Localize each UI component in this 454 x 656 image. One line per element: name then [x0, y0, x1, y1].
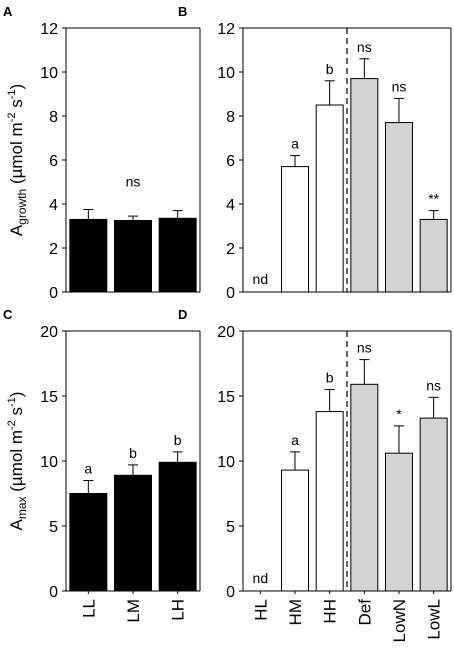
panel-d-significance-label: nd — [253, 570, 269, 586]
panel-c-significance-label: b — [174, 432, 182, 448]
panel-a-bar — [69, 218, 108, 293]
panel-d-significance-label: b — [326, 370, 334, 386]
panel-d-significance-label: a — [291, 432, 299, 448]
panel-d-category-label: HL — [251, 599, 270, 621]
panel-c-significance-label: a — [84, 461, 92, 477]
panel-c-ytick-label: 10 — [40, 454, 58, 471]
panel-a-bar — [158, 217, 197, 293]
panel-d-letter: D — [178, 307, 187, 322]
panel-c-category-label: LM — [124, 599, 143, 623]
panel-d-category-label: LowL — [425, 599, 444, 640]
panel-a-bar — [114, 220, 152, 293]
panel-c-ytick-label: 5 — [49, 519, 58, 536]
panel-d-ytick-label: 20 — [217, 324, 235, 341]
panel-b-significance-label: ** — [428, 191, 439, 207]
panel-d-category-label: HH — [321, 599, 340, 624]
panel-b-significance-label: b — [326, 61, 334, 77]
panel-d-significance-label: ns — [357, 340, 372, 356]
panel-d-bar — [315, 411, 344, 592]
panel-b-ytick-label: 6 — [226, 153, 235, 170]
panel-b-letter: B — [178, 4, 187, 19]
panel-d-category-label: HM — [286, 599, 305, 625]
panel-a-ytick-label: 2 — [49, 241, 58, 258]
panel-c-category-label: LL — [79, 599, 98, 618]
panel-b-significance-label: ns — [392, 78, 407, 94]
panel-b-bar — [315, 104, 344, 293]
panel-d-ytick-label: 0 — [226, 584, 235, 601]
panel-b-significance-label: nd — [253, 271, 269, 287]
panel-c-category-label: LH — [169, 599, 188, 621]
panel-d-significance-label: ns — [426, 377, 441, 393]
panel-a-ytick-label: 0 — [49, 285, 58, 302]
panel-d-category-label: LowN — [390, 599, 409, 642]
panel-c-bar — [69, 493, 108, 592]
panel-d-bar — [350, 383, 379, 592]
panel-c-significance-label: b — [129, 445, 137, 461]
panel-c-bar — [158, 461, 197, 592]
panel-d-bar — [385, 452, 413, 592]
panel-b-ytick-label: 0 — [226, 285, 235, 302]
panel-a-ytick-label: 6 — [49, 153, 58, 170]
panel-c-ytick-label: 20 — [40, 324, 58, 341]
panel-b-significance-label: ns — [357, 39, 372, 55]
panel-a-ytick-label: 10 — [40, 65, 58, 82]
panel-b-ytick-label: 12 — [217, 21, 235, 38]
panel-c-ytick-label: 15 — [40, 389, 58, 406]
panel-d-ytick-label: 5 — [226, 519, 235, 536]
panel-c-y-axis-label: Amax​ (µmol m-2​ s-1​) — [6, 392, 29, 531]
panel-a-ytick-label: 12 — [40, 21, 58, 38]
panel-b-ytick-label: 4 — [226, 197, 235, 214]
panel-b-ytick-label: 10 — [217, 65, 235, 82]
panel-c-bar — [114, 474, 152, 592]
panel-a-ytick-label: 4 — [49, 197, 58, 214]
panel-b-bar — [350, 78, 379, 293]
panel-b-ytick-label: 2 — [226, 241, 235, 258]
panel-a-ytick-label: 8 — [49, 109, 58, 126]
panel-b-bar — [419, 218, 448, 293]
panel-a-y-axis-label: Agrowth​ (µmol m-2​ s-1​) — [6, 84, 29, 236]
panel-c-ytick-label: 0 — [49, 584, 58, 601]
panel-b-ytick-label: 8 — [226, 109, 235, 126]
panel-d-bar — [281, 469, 309, 592]
panel-d-ytick-label: 15 — [217, 389, 235, 406]
panel-d-bar — [419, 417, 448, 592]
panel-c-letter: C — [3, 307, 13, 322]
panel-d-significance-label: * — [396, 406, 402, 422]
panel-d-ytick-label: 10 — [217, 454, 235, 471]
panel-b-bar — [281, 166, 309, 293]
panel-d-category-label: Def — [355, 599, 374, 626]
panel-a-letter: A — [3, 4, 13, 19]
panel-b-bar — [385, 122, 413, 293]
panel-b-significance-label: a — [291, 136, 299, 152]
panel-a-group-label: ns — [126, 173, 141, 189]
